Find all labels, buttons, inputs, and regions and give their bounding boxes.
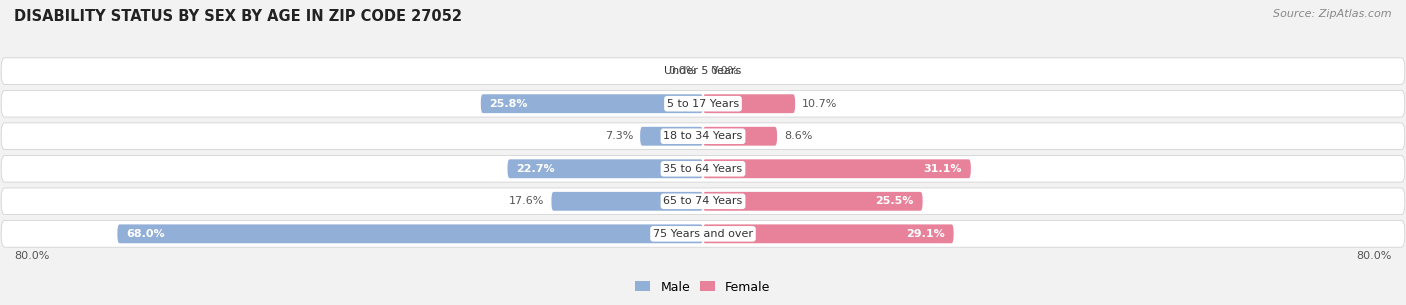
FancyBboxPatch shape	[703, 94, 796, 113]
FancyBboxPatch shape	[1, 90, 1405, 117]
Text: 75 Years and over: 75 Years and over	[652, 229, 754, 239]
Text: 18 to 34 Years: 18 to 34 Years	[664, 131, 742, 141]
Text: Source: ZipAtlas.com: Source: ZipAtlas.com	[1274, 9, 1392, 19]
Text: 25.5%: 25.5%	[876, 196, 914, 206]
FancyBboxPatch shape	[1, 221, 1405, 247]
Text: DISABILITY STATUS BY SEX BY AGE IN ZIP CODE 27052: DISABILITY STATUS BY SEX BY AGE IN ZIP C…	[14, 9, 463, 24]
Text: 0.0%: 0.0%	[668, 66, 696, 76]
Text: 80.0%: 80.0%	[1357, 251, 1392, 261]
Text: Under 5 Years: Under 5 Years	[665, 66, 741, 76]
FancyBboxPatch shape	[703, 127, 778, 146]
Text: 80.0%: 80.0%	[14, 251, 49, 261]
FancyBboxPatch shape	[481, 94, 703, 113]
FancyBboxPatch shape	[1, 123, 1405, 149]
FancyBboxPatch shape	[1, 58, 1405, 84]
Text: 5 to 17 Years: 5 to 17 Years	[666, 99, 740, 109]
Text: 65 to 74 Years: 65 to 74 Years	[664, 196, 742, 206]
FancyBboxPatch shape	[703, 192, 922, 211]
Text: 17.6%: 17.6%	[509, 196, 544, 206]
FancyBboxPatch shape	[117, 224, 703, 243]
Text: 0.0%: 0.0%	[710, 66, 738, 76]
FancyBboxPatch shape	[1, 188, 1405, 215]
FancyBboxPatch shape	[551, 192, 703, 211]
Text: 68.0%: 68.0%	[127, 229, 165, 239]
Text: 29.1%: 29.1%	[907, 229, 945, 239]
FancyBboxPatch shape	[703, 159, 970, 178]
Text: 22.7%: 22.7%	[516, 164, 555, 174]
FancyBboxPatch shape	[508, 159, 703, 178]
FancyBboxPatch shape	[703, 224, 953, 243]
Text: 7.3%: 7.3%	[605, 131, 633, 141]
Legend: Male, Female: Male, Female	[630, 275, 776, 299]
FancyBboxPatch shape	[1, 156, 1405, 182]
Text: 25.8%: 25.8%	[489, 99, 527, 109]
Text: 35 to 64 Years: 35 to 64 Years	[664, 164, 742, 174]
Text: 31.1%: 31.1%	[924, 164, 962, 174]
Text: 10.7%: 10.7%	[801, 99, 838, 109]
FancyBboxPatch shape	[640, 127, 703, 146]
Text: 8.6%: 8.6%	[785, 131, 813, 141]
